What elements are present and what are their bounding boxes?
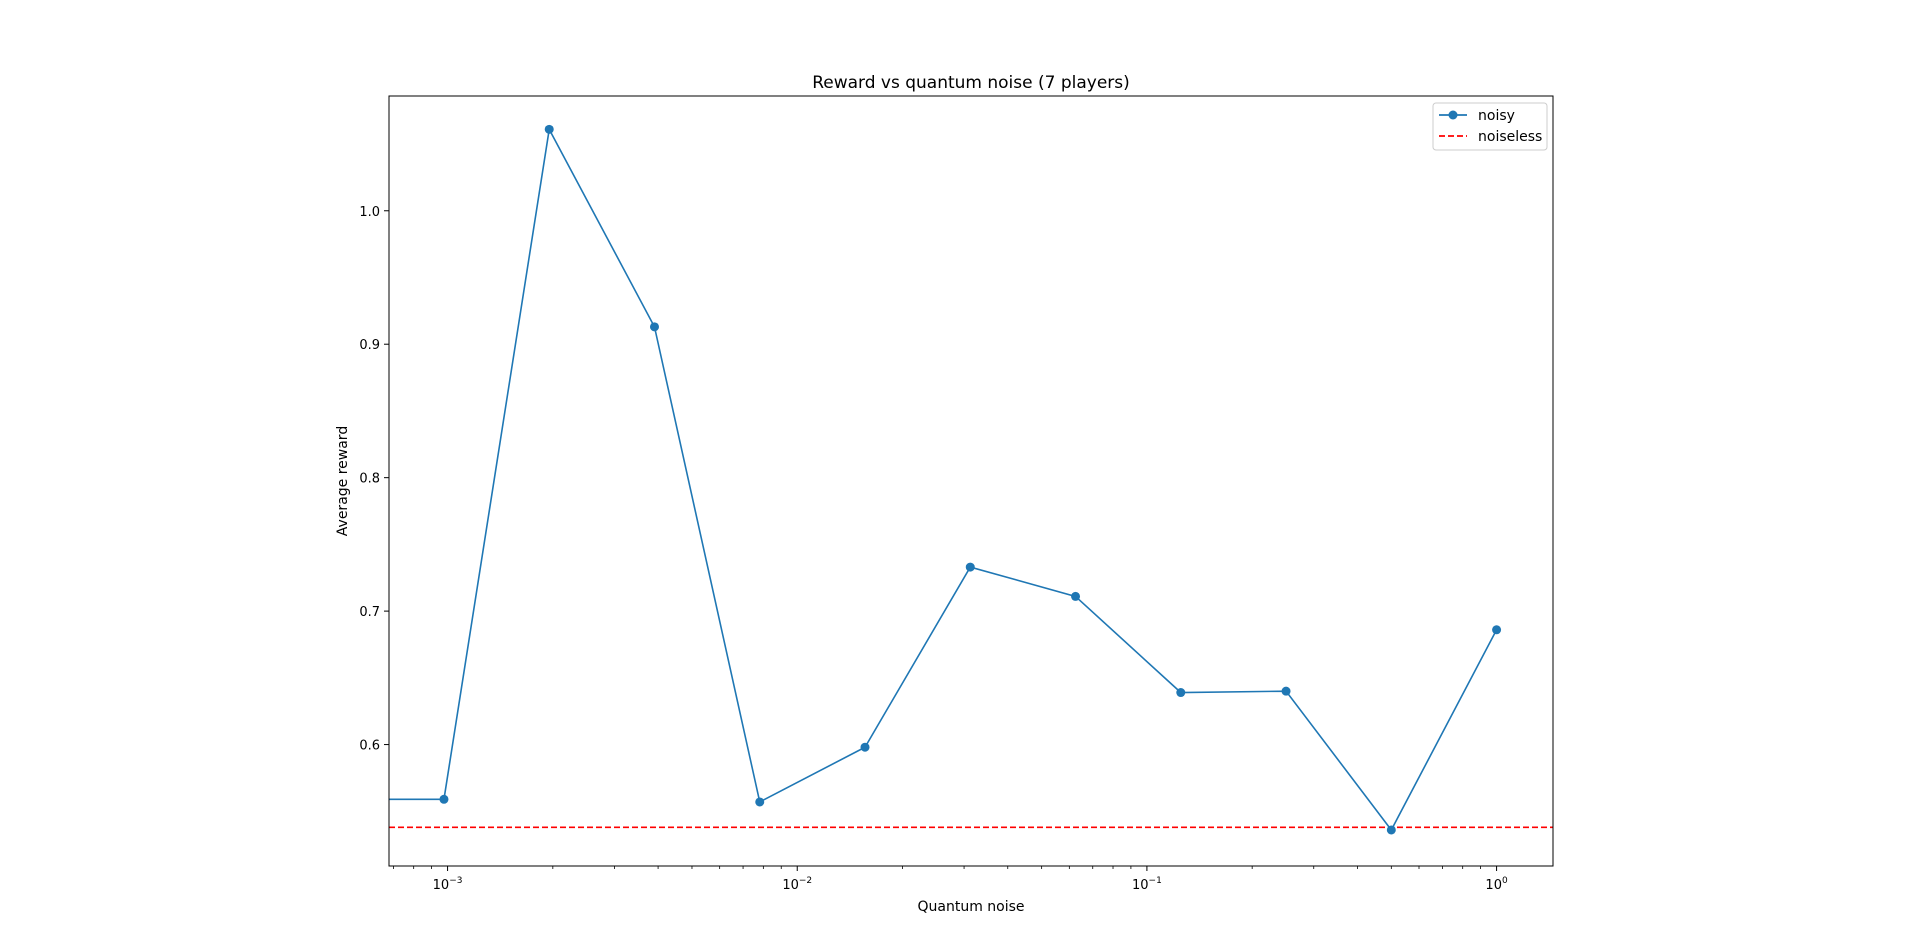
x-tick-label: 10−3 bbox=[433, 876, 463, 893]
x-tick-base: 10 bbox=[1132, 878, 1149, 893]
x-axis-label: Quantum noise bbox=[917, 899, 1024, 915]
y-tick-label: 0.9 bbox=[359, 338, 380, 353]
x-tick-exponent: −3 bbox=[449, 876, 462, 886]
y-axis-label: Average reward bbox=[335, 426, 351, 536]
noisy-point bbox=[860, 742, 870, 752]
plot-area-frame bbox=[388, 95, 1554, 867]
x-tick-exponent: 0 bbox=[1502, 876, 1508, 886]
x-tick-label: 10−1 bbox=[1132, 876, 1162, 893]
noisy-point bbox=[755, 797, 765, 807]
noisy-point bbox=[1176, 688, 1186, 698]
x-tick-label: 10−2 bbox=[782, 876, 812, 893]
chart-title: Reward vs quantum noise (7 players) bbox=[812, 73, 1130, 93]
noisy-point bbox=[1492, 625, 1502, 635]
noisy-series bbox=[389, 124, 1502, 835]
noisy-point bbox=[1071, 591, 1081, 601]
noisy-point bbox=[965, 562, 975, 572]
x-tick-exponent: −2 bbox=[799, 876, 812, 886]
y-tick-label: 0.8 bbox=[359, 472, 380, 487]
y-tick-label: 0.7 bbox=[359, 605, 380, 620]
noisy-point bbox=[1386, 825, 1396, 835]
noisy-point bbox=[1281, 686, 1291, 696]
x-tick-exponent: −1 bbox=[1149, 876, 1162, 886]
y-tick-label: 1.0 bbox=[359, 205, 380, 220]
x-tick-base: 10 bbox=[433, 878, 450, 893]
legend-noisy-marker bbox=[1448, 110, 1458, 120]
y-tick-label: 0.6 bbox=[359, 739, 380, 754]
noisy-line bbox=[389, 126, 1498, 832]
x-tick-base: 10 bbox=[1485, 878, 1502, 893]
noisy-point bbox=[544, 124, 554, 134]
legend-noiseless-label: noiseless bbox=[1478, 129, 1542, 145]
legend-noisy-label: noisy bbox=[1478, 108, 1515, 124]
x-tick-base: 10 bbox=[782, 878, 799, 893]
noisy-point bbox=[649, 322, 659, 332]
noisy-point bbox=[439, 794, 449, 804]
y-axis: 0.6 0.7 0.8 0.9 1.0 bbox=[359, 205, 389, 754]
legend: noisy noiseless bbox=[1432, 102, 1548, 151]
x-axis: 10−3 10−2 10−1 100 bbox=[393, 866, 1508, 893]
x-tick-label: 100 bbox=[1485, 876, 1508, 893]
